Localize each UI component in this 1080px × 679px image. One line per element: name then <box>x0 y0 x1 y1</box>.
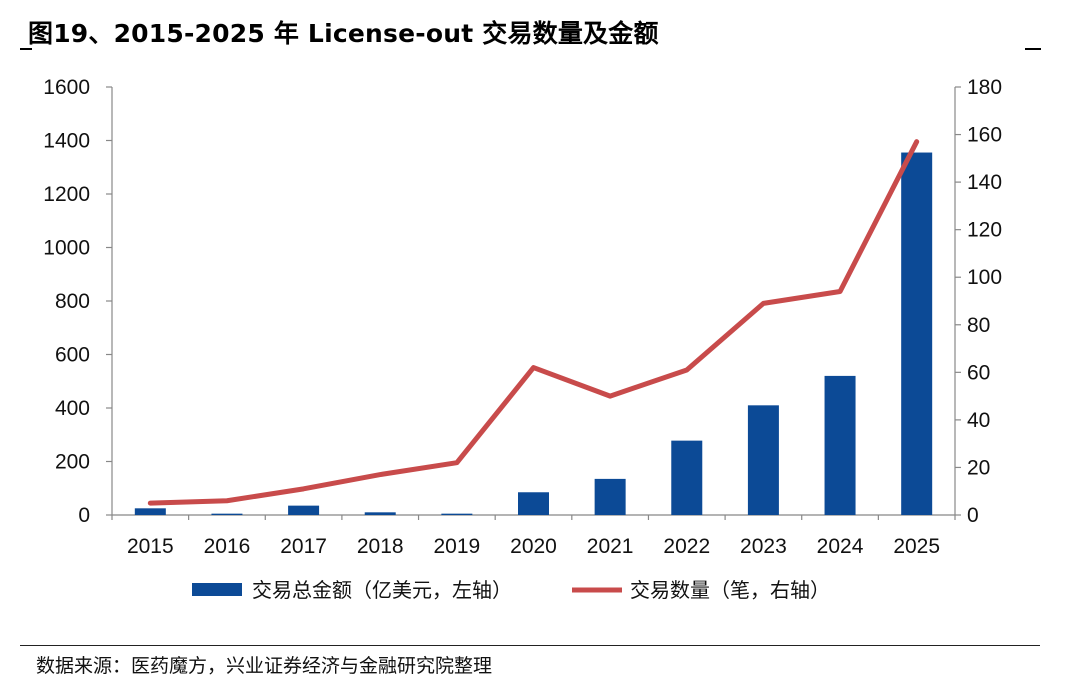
line-point-2024 <box>838 289 842 293</box>
line-point-2015 <box>148 501 152 505</box>
right-tick-label: 40 <box>967 409 990 432</box>
x-tick-label: 2021 <box>587 535 634 558</box>
right-tick-label: 140 <box>967 171 1002 194</box>
right-tick-label: 100 <box>967 266 1002 289</box>
chart-title: 图19、2015-2025 年 License-out 交易数量及金额 <box>28 19 659 48</box>
count-line <box>147 139 920 506</box>
right-tick-label: 0 <box>967 504 979 527</box>
x-tick-label: 2025 <box>893 535 940 558</box>
right-tick-label: 80 <box>967 314 990 337</box>
left-tick-label: 400 <box>55 397 90 420</box>
left-tick-label: 800 <box>55 290 90 313</box>
left-tick-label: 600 <box>55 344 90 367</box>
left-tick-label: 1000 <box>43 237 90 260</box>
legend-line-label: 交易数量（笔，右轴） <box>630 578 830 602</box>
left-tick-label: 200 <box>55 451 90 474</box>
bar-2015 <box>134 508 166 515</box>
bar-2016 <box>211 513 243 515</box>
x-tick-label: 2017 <box>280 535 327 558</box>
bar-2019 <box>441 513 473 515</box>
left-tick-label: 1600 <box>43 76 90 99</box>
x-tick-label: 2019 <box>434 535 481 558</box>
x-tick-label: 2024 <box>817 535 864 558</box>
axes: 0 200 400 600 800 1000 1200 1400 1600 0 20 40 60 80 10… <box>43 76 1002 558</box>
x-tick-label: 2015 <box>127 535 174 558</box>
bar-2023 <box>747 405 779 515</box>
line-point-2021 <box>608 394 612 398</box>
bar-2022 <box>671 440 703 515</box>
legend: 交易总金额（亿美元，左轴） 交易数量（笔，右轴） <box>192 578 830 602</box>
source-divider <box>20 645 1040 646</box>
left-tick-label: 1400 <box>43 130 90 153</box>
bar-2018 <box>364 512 396 515</box>
legend-bar-label: 交易总金额（亿美元，左轴） <box>252 578 512 602</box>
bar-2020 <box>518 492 549 515</box>
x-tick-label: 2020 <box>510 535 557 558</box>
line-point-2022 <box>685 368 689 372</box>
bar-2025 <box>901 152 933 515</box>
line-point-2019 <box>455 461 459 465</box>
line-series <box>147 139 920 506</box>
corner-mark-right <box>1025 48 1041 50</box>
x-tick-label: 2023 <box>740 535 787 558</box>
right-tick-label: 20 <box>967 456 990 479</box>
line-point-2017 <box>302 487 306 491</box>
right-tick-label: 160 <box>967 124 1002 147</box>
chart: 0 200 400 600 800 1000 1200 1400 1600 0 20 40 60 80 10… <box>43 76 1002 602</box>
right-tick-label: 60 <box>967 361 990 384</box>
source-note: 数据来源：医药魔方，兴业证券经济与金融研究院整理 <box>36 655 493 677</box>
x-tick-label: 2016 <box>204 535 251 558</box>
bar-2017 <box>288 505 320 515</box>
right-tick-label: 120 <box>967 219 1002 242</box>
line-point-2025 <box>915 140 919 144</box>
line-point-2018 <box>378 473 382 477</box>
right-tick-label: 180 <box>967 76 1002 99</box>
line-point-2016 <box>225 499 229 503</box>
corner-mark-left <box>20 48 32 50</box>
bar-2024 <box>824 375 856 515</box>
left-tick-label: 0 <box>78 504 90 527</box>
x-tick-label: 2018 <box>357 535 404 558</box>
bar-2021 <box>594 478 626 515</box>
line-point-2020 <box>532 366 535 370</box>
line-point-2023 <box>761 301 765 305</box>
left-tick-label: 1200 <box>43 183 90 206</box>
legend-bar-swatch <box>192 583 242 596</box>
x-tick-label: 2022 <box>663 535 710 558</box>
bar-series <box>134 152 933 515</box>
